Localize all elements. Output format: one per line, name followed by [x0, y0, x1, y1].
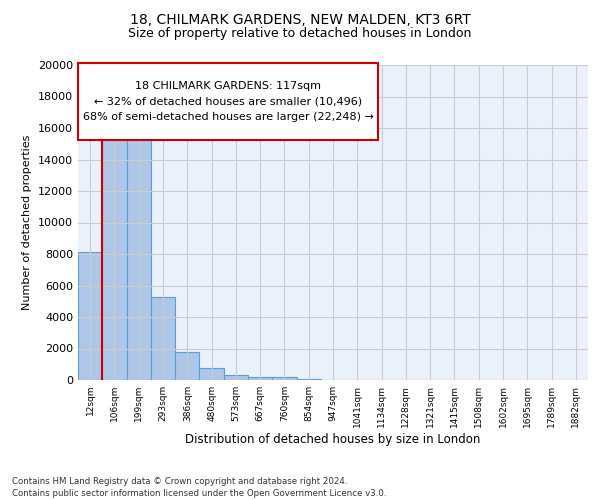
Bar	[199, 368, 224, 380]
Bar	[127, 120, 151, 380]
Bar	[296, 378, 321, 380]
X-axis label: Distribution of detached houses by size in London: Distribution of detached houses by size …	[185, 432, 481, 446]
Bar	[102, 120, 127, 380]
Text: 18 CHILMARK GARDENS: 117sqm
← 32% of detached houses are smaller (10,496)
68% of: 18 CHILMARK GARDENS: 117sqm ← 32% of det…	[83, 80, 373, 122]
Bar	[224, 375, 248, 380]
Bar	[78, 252, 102, 380]
Bar	[175, 352, 199, 380]
Bar	[248, 377, 272, 380]
Text: 18, CHILMARK GARDENS, NEW MALDEN, KT3 6RT: 18, CHILMARK GARDENS, NEW MALDEN, KT3 6R…	[130, 12, 470, 26]
Bar	[151, 296, 175, 380]
Text: Contains HM Land Registry data © Crown copyright and database right 2024.: Contains HM Land Registry data © Crown c…	[12, 477, 347, 486]
Bar	[272, 377, 296, 380]
Text: Size of property relative to detached houses in London: Size of property relative to detached ho…	[128, 28, 472, 40]
Y-axis label: Number of detached properties: Number of detached properties	[22, 135, 32, 310]
Text: Contains public sector information licensed under the Open Government Licence v3: Contains public sector information licen…	[12, 488, 386, 498]
